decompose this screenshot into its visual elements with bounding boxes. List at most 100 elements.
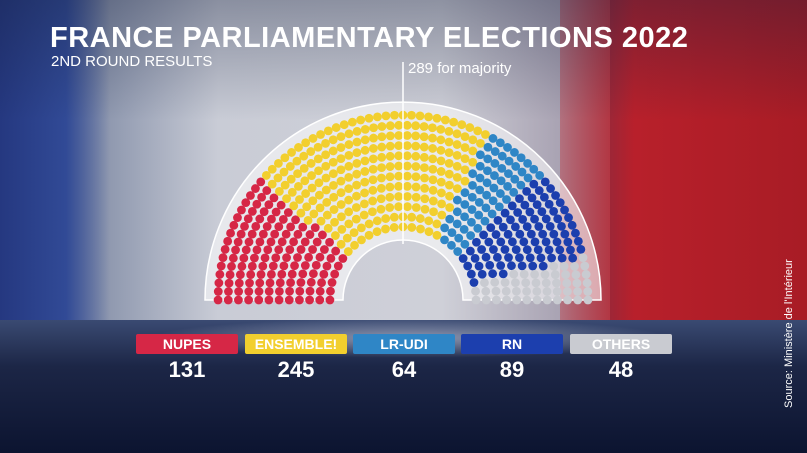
- seat-nupes: [255, 214, 265, 224]
- seat-ensemble: [411, 182, 421, 192]
- seat-ensemble: [385, 172, 395, 182]
- seat-nupes: [325, 295, 335, 305]
- seat-ensemble: [444, 158, 454, 168]
- seat-ensemble: [352, 180, 361, 190]
- seat-rn: [528, 261, 538, 271]
- seat-nupes: [284, 295, 294, 305]
- seat-nupes: [326, 286, 335, 296]
- seat-nupes: [287, 269, 297, 279]
- seat-rn: [488, 269, 498, 279]
- seat-ensemble: [457, 120, 467, 130]
- source-credit: Source: Ministère de l'Intérieur: [783, 259, 795, 408]
- seat-nupes: [258, 261, 268, 271]
- seat-others: [573, 295, 583, 305]
- seat-lrudi: [488, 196, 498, 206]
- seat-others: [580, 261, 590, 271]
- seat-nupes: [285, 286, 294, 296]
- seat-nupes: [325, 237, 334, 247]
- seat-lrudi: [497, 163, 507, 173]
- seat-ensemble: [323, 126, 333, 136]
- seat-ensemble: [419, 152, 429, 162]
- seat-ensemble: [411, 203, 421, 212]
- seat-nupes: [338, 254, 348, 263]
- seat-nupes: [234, 287, 244, 296]
- seat-ensemble: [444, 169, 454, 179]
- seat-nupes: [256, 177, 266, 187]
- seat-nupes: [241, 245, 251, 255]
- seat-others: [502, 295, 511, 305]
- seat-ensemble: [402, 161, 412, 171]
- seat-ensemble: [419, 142, 429, 152]
- seat-lrudi: [494, 202, 504, 212]
- seat-ensemble: [369, 123, 378, 133]
- seat-ensemble: [282, 194, 291, 203]
- seat-others: [570, 262, 579, 271]
- seat-nupes: [213, 287, 223, 296]
- seat-nupes: [281, 229, 291, 239]
- seat-ensemble: [424, 112, 433, 122]
- seat-ensemble: [360, 188, 369, 198]
- seat-ensemble: [377, 152, 387, 162]
- seat-ensemble: [428, 164, 438, 174]
- legend-value-ensemble: 245: [277, 357, 315, 382]
- seat-ensemble: [481, 130, 490, 139]
- seat-nupes: [306, 277, 316, 287]
- seat-lrudi: [517, 167, 527, 177]
- seat-nupes: [255, 278, 265, 288]
- seat-nupes: [318, 230, 327, 240]
- seat-ensemble: [424, 216, 434, 226]
- seat-rn: [522, 222, 532, 232]
- seat-ensemble: [428, 133, 437, 143]
- seat-rn: [477, 245, 486, 254]
- seat-ensemble: [407, 110, 416, 120]
- seat-nupes: [277, 269, 287, 279]
- seat-others: [578, 253, 588, 263]
- seat-ensemble: [322, 197, 332, 207]
- seat-nupes: [304, 252, 314, 262]
- seat-ensemble: [411, 162, 421, 171]
- seat-ensemble: [329, 180, 338, 190]
- seat-ensemble: [300, 176, 310, 186]
- seat-ensemble: [420, 163, 429, 173]
- seat-ensemble: [302, 202, 312, 212]
- seat-ensemble: [336, 176, 346, 186]
- seat-nupes: [320, 245, 329, 254]
- seat-lrudi: [445, 214, 455, 224]
- seat-ensemble: [368, 175, 378, 185]
- seat-rn: [564, 213, 573, 222]
- seat-others: [552, 287, 562, 296]
- seat-ensemble: [428, 123, 437, 133]
- seat-ensemble: [309, 209, 319, 219]
- seat-ensemble: [390, 110, 399, 120]
- seat-ensemble: [356, 115, 366, 125]
- seat-ensemble: [449, 117, 458, 127]
- seat-rn: [479, 230, 488, 240]
- seat-nupes: [225, 270, 235, 280]
- seat-nupes: [293, 229, 303, 239]
- seat-nupes: [285, 245, 295, 255]
- seat-ensemble: [267, 179, 277, 189]
- seat-ensemble: [344, 129, 354, 139]
- seat-nupes: [274, 222, 284, 232]
- seat-ensemble: [436, 156, 446, 166]
- seat-ensemble: [273, 173, 283, 183]
- seat-others: [571, 270, 581, 280]
- seat-ensemble: [411, 151, 421, 161]
- seat-others: [512, 286, 521, 296]
- seat-lrudi: [511, 162, 521, 171]
- seat-ensemble: [385, 192, 395, 202]
- seat-ensemble: [385, 141, 395, 151]
- seat-nupes: [305, 230, 315, 239]
- seat-ensemble: [316, 216, 326, 226]
- seat-ensemble: [274, 186, 284, 196]
- seat-ensemble: [411, 131, 421, 141]
- seat-rn: [546, 184, 555, 193]
- seat-lrudi: [510, 174, 520, 184]
- seat-ensemble: [295, 195, 304, 204]
- seat-others: [491, 286, 501, 296]
- seat-rn: [541, 237, 551, 247]
- seat-rn: [538, 229, 548, 239]
- seat-ensemble: [452, 140, 462, 149]
- seat-ensemble: [432, 113, 442, 123]
